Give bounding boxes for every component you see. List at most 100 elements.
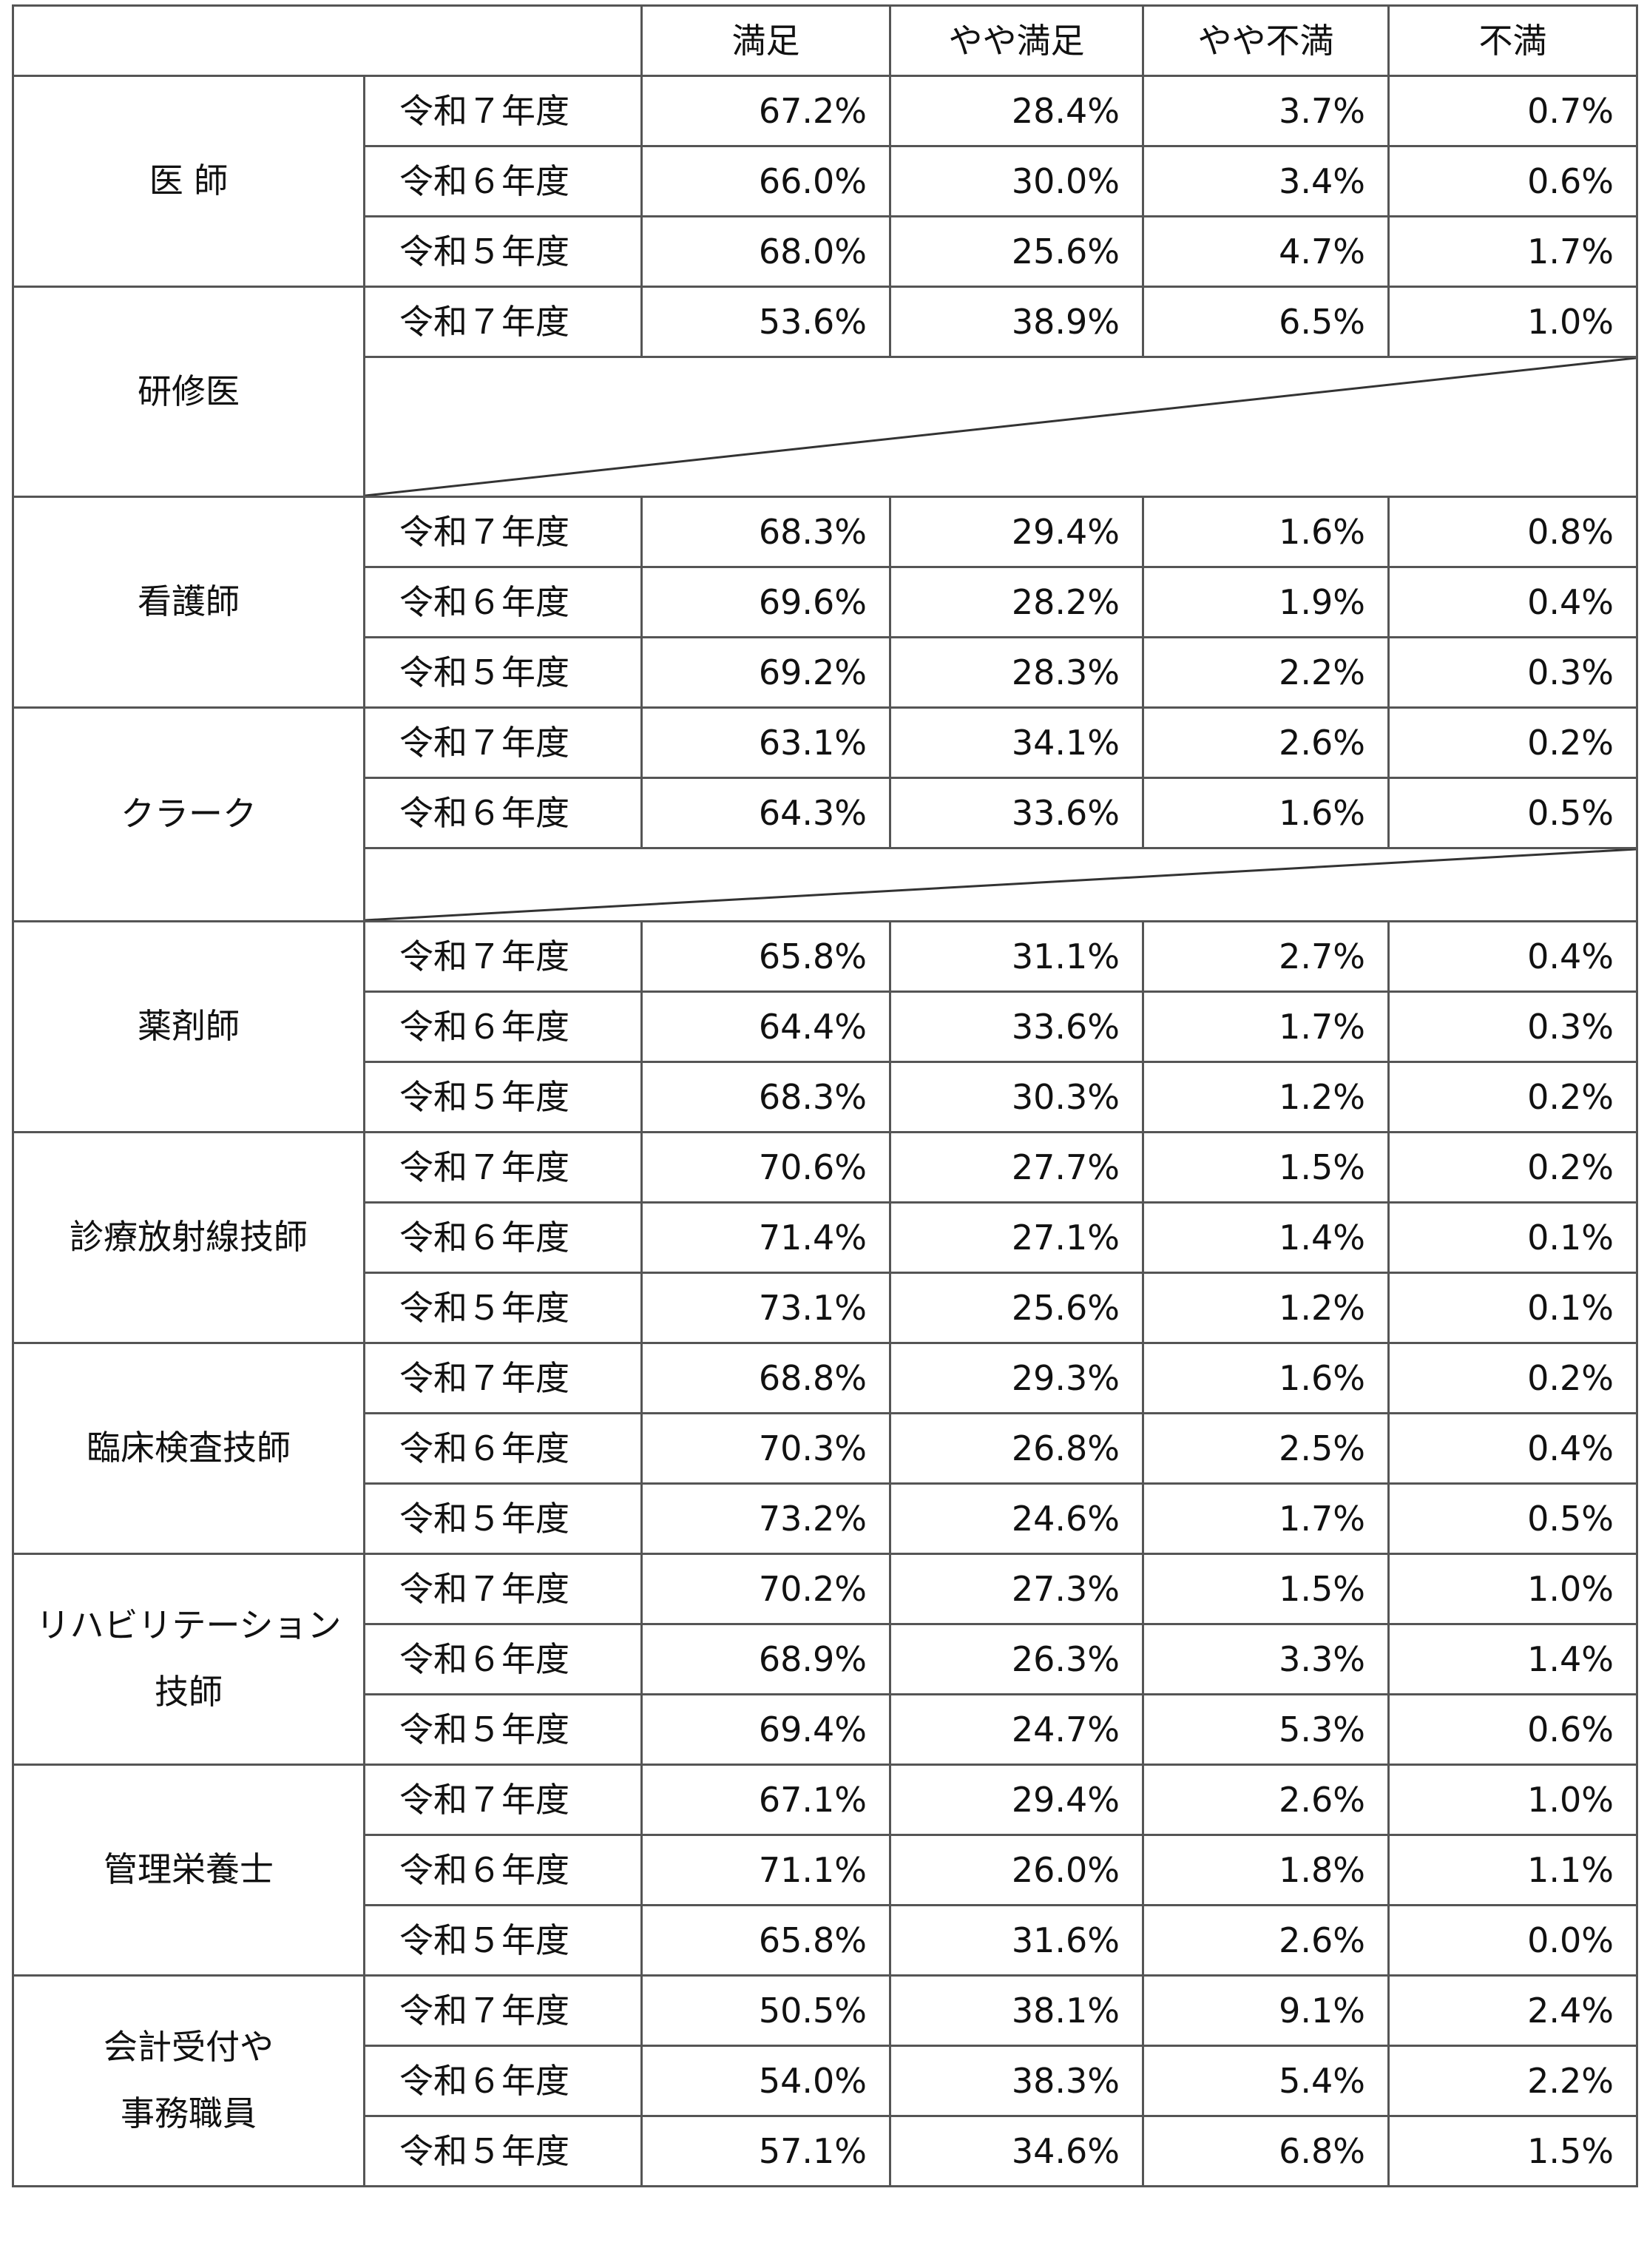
category-label: リハビリテーション <box>35 1605 342 1646</box>
table-row: 看護師 令和７年度 68.3% 29.4% 1.6% 0.8% <box>12 496 1638 709</box>
somewhat-dissatisfied-value: 1.6% <box>1142 777 1390 849</box>
somewhat-dissatisfied-value: 1.8% <box>1142 1834 1390 1906</box>
table-row: 令和５年度 69.4% 24.7% 5.3% 0.6% <box>13 1693 1638 1766</box>
table-row: 医 師 令和７年度 67.2% 28.4% 3.7% 0.7% <box>12 75 1638 288</box>
somewhat-dissatisfied-value: 1.2% <box>1142 1061 1390 1133</box>
category-label: 会計受付や <box>104 2027 274 2068</box>
somewhat-dissatisfied-value: 6.8% <box>1142 2115 1390 2187</box>
table-row: 令和６年度 68.9% 26.3% 3.3% 1.4% <box>13 1623 1638 1695</box>
somewhat-satisfied-value: 25.6% <box>889 215 1144 288</box>
dissatisfied-value: 0.7% <box>1387 75 1638 147</box>
year-cell: 令和６年度 <box>363 1834 643 1906</box>
table-row: 令和５年度 69.2% 28.3% 2.2% 0.3% <box>13 636 1638 709</box>
diagonal-slash <box>365 358 1636 496</box>
somewhat-dissatisfied-value: 1.5% <box>1142 1553 1390 1625</box>
table-row: 令和６年度 66.0% 30.0% 3.4% 0.6% <box>13 145 1638 217</box>
somewhat-dissatisfied-value: 5.4% <box>1142 2045 1390 2117</box>
dissatisfied-value: 0.1% <box>1387 1272 1638 1344</box>
year-cell: 令和７年度 <box>363 920 643 993</box>
table-row: 会計受付や 事務職員 令和７年度 50.5% 38.1% 9.1% 2.4% <box>12 1974 1638 2187</box>
year-cell: 令和７年度 <box>363 496 643 568</box>
somewhat-satisfied-value: 29.3% <box>889 1342 1144 1414</box>
somewhat-satisfied-value: 38.1% <box>889 1974 1144 2047</box>
dissatisfied-value: 1.4% <box>1387 1623 1638 1695</box>
year-cell: 令和５年度 <box>363 1693 643 1766</box>
category-label: 技師 <box>155 1672 223 1712</box>
satisfied-value: 70.2% <box>640 1553 891 1625</box>
empty-cell <box>363 847 1638 922</box>
dissatisfied-value: 0.8% <box>1387 496 1638 568</box>
table-row: 臨床検査技師 令和７年度 68.8% 29.3% 1.6% 0.2% <box>12 1342 1638 1555</box>
header-satisfied: 満足 <box>640 4 891 77</box>
somewhat-satisfied-value: 25.6% <box>889 1272 1144 1344</box>
table-row: 令和６年度 64.3% 33.6% 1.6% 0.5% <box>13 777 1638 849</box>
category-label: クラーク <box>121 794 257 834</box>
category-label: 管理栄養士 <box>104 1849 274 1890</box>
somewhat-satisfied-value: 26.8% <box>889 1412 1144 1485</box>
year-cell: 令和６年度 <box>363 1201 643 1274</box>
somewhat-satisfied-value: 29.4% <box>889 496 1144 568</box>
empty-cell <box>363 356 1638 498</box>
table-row-empty <box>13 847 1638 922</box>
satisfied-value: 68.3% <box>640 1061 891 1133</box>
table-row: リハビリテーション 技師 令和７年度 70.2% 27.3% 1.5% 1.0% <box>12 1553 1638 1766</box>
satisfied-value: 69.4% <box>640 1693 891 1766</box>
somewhat-satisfied-value: 26.3% <box>889 1623 1144 1695</box>
table-row: 診療放射線技師 令和７年度 70.6% 27.7% 1.5% 0.2% <box>12 1131 1638 1344</box>
year-cell: 令和６年度 <box>363 566 643 638</box>
satisfied-value: 68.0% <box>640 215 891 288</box>
category-cell: 看護師 <box>12 496 365 709</box>
year-cell: 令和６年度 <box>363 777 643 849</box>
year-cell: 令和６年度 <box>363 2045 643 2117</box>
somewhat-satisfied-value: 26.0% <box>889 1834 1144 1906</box>
somewhat-satisfied-value: 24.7% <box>889 1693 1144 1766</box>
header-somewhat-dissatisfied: やや不満 <box>1142 4 1390 77</box>
year-cell: 令和６年度 <box>363 1412 643 1485</box>
satisfied-value: 63.1% <box>640 706 891 779</box>
category-cell: 臨床検査技師 <box>12 1342 365 1555</box>
table-row: 令和６年度 71.4% 27.1% 1.4% 0.1% <box>13 1201 1638 1274</box>
somewhat-satisfied-value: 30.0% <box>889 145 1144 217</box>
dissatisfied-value: 2.4% <box>1387 1974 1638 2047</box>
table-row: 令和５年度 68.3% 30.3% 1.2% 0.2% <box>13 1061 1638 1133</box>
satisfied-value: 67.2% <box>640 75 891 147</box>
dissatisfied-value: 1.1% <box>1387 1834 1638 1906</box>
category-cell: 診療放射線技師 <box>12 1131 365 1344</box>
somewhat-satisfied-value: 30.3% <box>889 1061 1144 1133</box>
dissatisfied-value: 1.5% <box>1387 2115 1638 2187</box>
category-label: 看護師 <box>138 581 240 622</box>
somewhat-satisfied-value: 33.6% <box>889 990 1144 1063</box>
year-cell: 令和７年度 <box>363 75 643 147</box>
dissatisfied-value: 0.1% <box>1387 1201 1638 1274</box>
somewhat-satisfied-value: 31.6% <box>889 1904 1144 1977</box>
somewhat-dissatisfied-value: 3.3% <box>1142 1623 1390 1695</box>
table-row: 令和６年度 54.0% 38.3% 5.4% 2.2% <box>13 2045 1638 2117</box>
dissatisfied-value: 0.4% <box>1387 1412 1638 1485</box>
year-cell: 令和５年度 <box>363 215 643 288</box>
dissatisfied-value: 0.6% <box>1387 1693 1638 1766</box>
dissatisfied-value: 0.2% <box>1387 706 1638 779</box>
year-cell: 令和７年度 <box>363 286 643 358</box>
somewhat-dissatisfied-value: 2.6% <box>1142 706 1390 779</box>
satisfied-value: 69.2% <box>640 636 891 709</box>
year-cell: 令和５年度 <box>363 1272 643 1344</box>
somewhat-dissatisfied-value: 3.4% <box>1142 145 1390 217</box>
category-label: 研修医 <box>138 371 240 411</box>
somewhat-dissatisfied-value: 1.4% <box>1142 1201 1390 1274</box>
year-cell: 令和５年度 <box>363 2115 643 2187</box>
somewhat-dissatisfied-value: 1.6% <box>1142 1342 1390 1414</box>
diagonal-slash <box>365 849 1636 920</box>
satisfied-value: 71.1% <box>640 1834 891 1906</box>
satisfaction-table: 満足 やや満足 やや不満 不満医 師令和７年度 67.2% 28.4% 3.7% 0.7% 令和… <box>12 4 1638 2187</box>
table-row: 管理栄養士 令和７年度 67.1% 29.4% 2.6% 1.0% <box>12 1764 1638 1977</box>
satisfied-value: 50.5% <box>640 1974 891 2047</box>
dissatisfied-value: 0.2% <box>1387 1131 1638 1204</box>
satisfied-value: 73.1% <box>640 1272 891 1344</box>
table-row: 令和５年度 68.0% 25.6% 4.7% 1.7% <box>13 215 1638 288</box>
category-label: 医 師 <box>149 161 229 201</box>
somewhat-dissatisfied-value: 2.7% <box>1142 920 1390 993</box>
year-cell: 令和７年度 <box>363 1764 643 1836</box>
category-label: 診療放射線技師 <box>70 1217 308 1258</box>
somewhat-satisfied-value: 24.6% <box>889 1482 1144 1555</box>
satisfied-value: 66.0% <box>640 145 891 217</box>
